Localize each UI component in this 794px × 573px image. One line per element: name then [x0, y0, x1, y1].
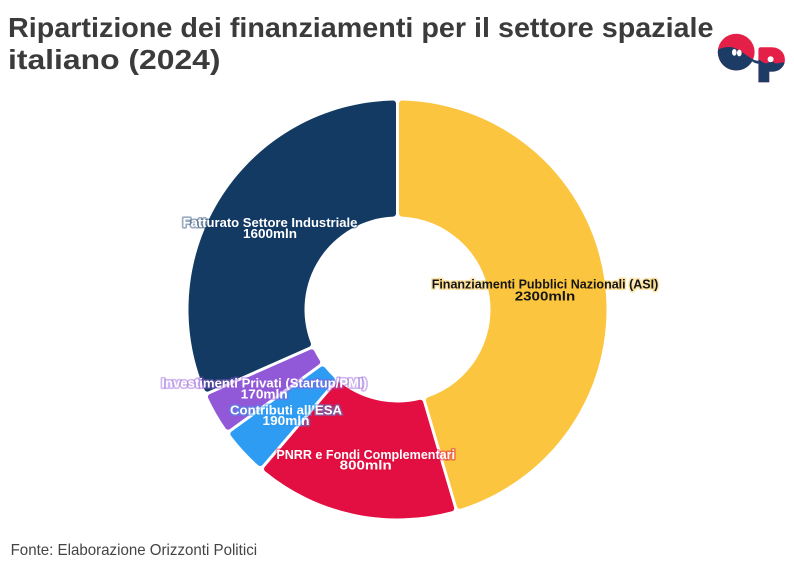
svg-text:Finanziamenti Pubblici Naziona: Finanziamenti Pubblici Nazionali (ASI)	[432, 277, 659, 292]
svg-text:170mln: 170mln	[241, 386, 288, 401]
svg-text:190mln: 190mln	[263, 413, 310, 428]
svg-text:Fatturato Settore Industriale: Fatturato Settore Industriale	[183, 215, 358, 230]
svg-text:Investimenti Privati (Startup/: Investimenti Privati (Startup/PMI)	[161, 375, 367, 390]
svg-text:1600mln: 1600mln	[243, 226, 297, 241]
svg-text:800mln: 800mln	[340, 458, 392, 473]
svg-text:Contributi all’ESA: Contributi all’ESA	[230, 402, 342, 417]
svg-text:Ripartizione dei finanziamenti: Ripartizione dei finanziamenti per il se…	[8, 12, 713, 43]
svg-text:Fonte: Elaborazione Orizzonti: Fonte: Elaborazione Orizzonti Politici	[11, 542, 258, 559]
svg-text:PNRR e Fondi Complementari: PNRR e Fondi Complementari	[276, 447, 455, 462]
svg-text:italiano (2024): italiano (2024)	[8, 44, 221, 75]
svg-text:2300mln: 2300mln	[515, 289, 576, 304]
